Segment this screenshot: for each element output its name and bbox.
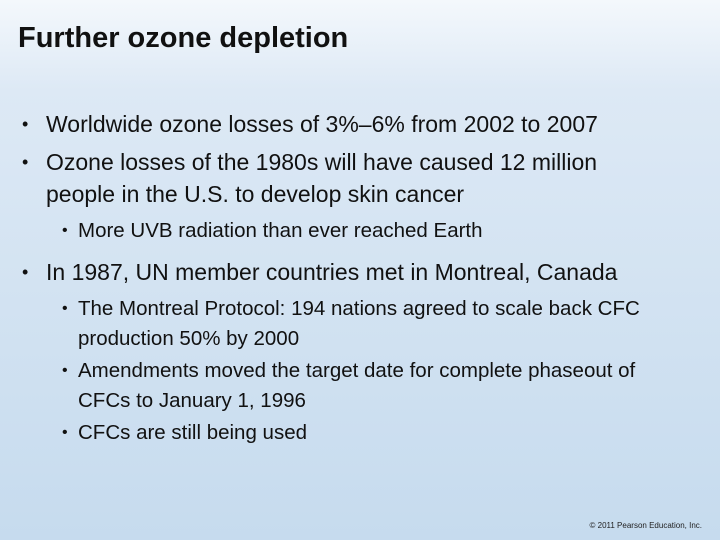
sub-bullet: Amendments moved the target date for com…: [62, 356, 668, 416]
bullet-list: Worldwide ozone losses of 3%–6% from 200…: [22, 108, 662, 448]
sub-bullet: CFCs are still being used: [62, 418, 668, 448]
bullet: In 1987, UN member countries met in Mont…: [22, 256, 646, 288]
sub-bullet: The Montreal Protocol: 194 nations agree…: [62, 294, 668, 354]
bullet: Worldwide ozone losses of 3%–6% from 200…: [22, 108, 646, 140]
slide-title: Further ozone depletion: [18, 22, 349, 54]
bullet: Ozone losses of the 1980s will have caus…: [22, 146, 646, 210]
sub-bullet: More UVB radiation than ever reached Ear…: [62, 216, 668, 246]
copyright: © 2011 Pearson Education, Inc.: [589, 521, 702, 530]
